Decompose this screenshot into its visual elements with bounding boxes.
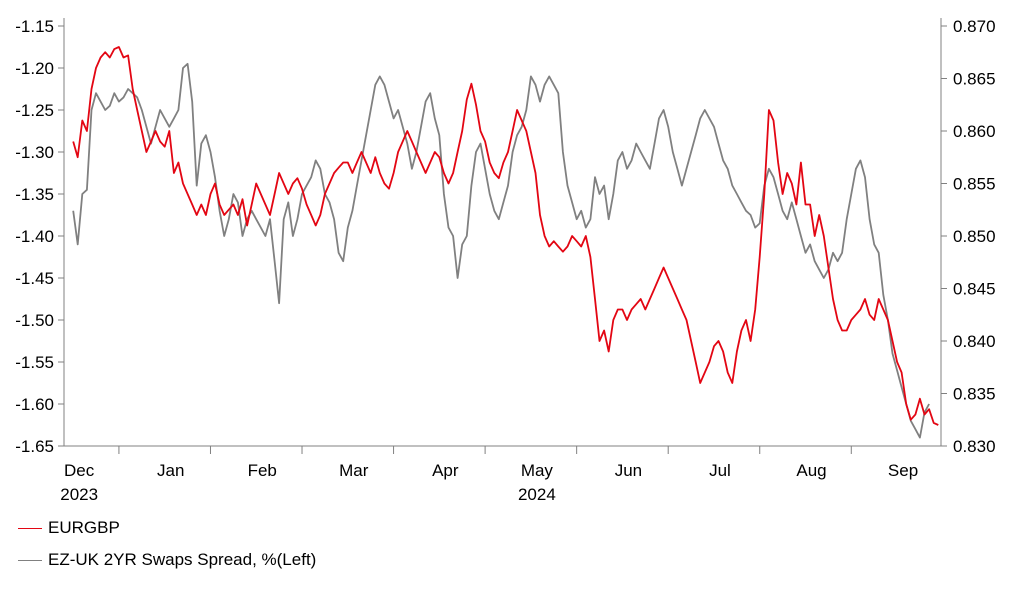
left-axis-tick-label: -1.45 bbox=[15, 269, 54, 288]
x-axis-tick-label: Apr bbox=[432, 461, 459, 480]
right-axis-tick-label: 0.830 bbox=[953, 437, 996, 456]
legend-label-spread: EZ-UK 2YR Swaps Spread, %(Left) bbox=[48, 550, 317, 569]
right-axis-tick-label: 0.835 bbox=[953, 385, 996, 404]
left-axis-tick-label: -1.35 bbox=[15, 185, 54, 204]
series-line-eurgbp bbox=[72, 46, 939, 426]
left-axis-tick-label: -1.20 bbox=[15, 59, 54, 78]
x-axis-tick-label: Aug bbox=[796, 461, 826, 480]
right-axis-tick-label: 0.840 bbox=[953, 332, 996, 351]
legend-label-eurgbp: EURGBP bbox=[48, 518, 120, 537]
left-axis-tick-label: -1.25 bbox=[15, 101, 54, 120]
legend-item-spread: EZ-UK 2YR Swaps Spread, %(Left) bbox=[18, 550, 316, 570]
legend-swatch-eurgbp bbox=[18, 527, 42, 529]
x-axis-tick-label: Jul bbox=[709, 461, 731, 480]
left-axis-tick-label: -1.55 bbox=[15, 353, 54, 372]
right-axis-tick-label: 0.865 bbox=[953, 70, 996, 89]
right-axis-tick-label: 0.860 bbox=[953, 122, 996, 141]
right-axis-tick-label: 0.845 bbox=[953, 280, 996, 299]
x-axis-tick-label: Feb bbox=[248, 461, 277, 480]
left-axis-tick-label: -1.15 bbox=[15, 17, 54, 36]
x-axis-tick-label: May bbox=[521, 461, 554, 480]
right-axis-tick-label: 0.850 bbox=[953, 227, 996, 246]
x-axis-year-label: 2024 bbox=[518, 485, 556, 500]
chart: -1.15 -1.20 -1.25 -1.30 -1.35 -1.40 -1.45 -1.50… bbox=[15, 17, 996, 500]
x-axis-tick-label: Dec bbox=[64, 461, 95, 480]
x-axis-tick-label: Jun bbox=[615, 461, 642, 480]
x-axis-tick-label: Jan bbox=[157, 461, 184, 480]
x-axis-tick-label: Sep bbox=[888, 461, 918, 480]
legend-item-eurgbp: EURGBP bbox=[18, 518, 120, 538]
left-axis-tick-label: -1.60 bbox=[15, 395, 54, 414]
legend-swatch-spread bbox=[18, 559, 42, 561]
left-axis-tick-label: -1.30 bbox=[15, 143, 54, 162]
left-axis-tick-label: -1.65 bbox=[15, 437, 54, 456]
left-axis-tick-label: -1.50 bbox=[15, 311, 54, 330]
x-axis-year-label: 2023 bbox=[60, 485, 98, 500]
right-axis-tick-label: 0.870 bbox=[953, 17, 996, 36]
x-axis-tick-label: Mar bbox=[339, 461, 369, 480]
left-axis-tick-label: -1.40 bbox=[15, 227, 54, 246]
series-line-swaps-spread bbox=[72, 62, 930, 439]
right-axis-tick-label: 0.855 bbox=[953, 175, 996, 194]
